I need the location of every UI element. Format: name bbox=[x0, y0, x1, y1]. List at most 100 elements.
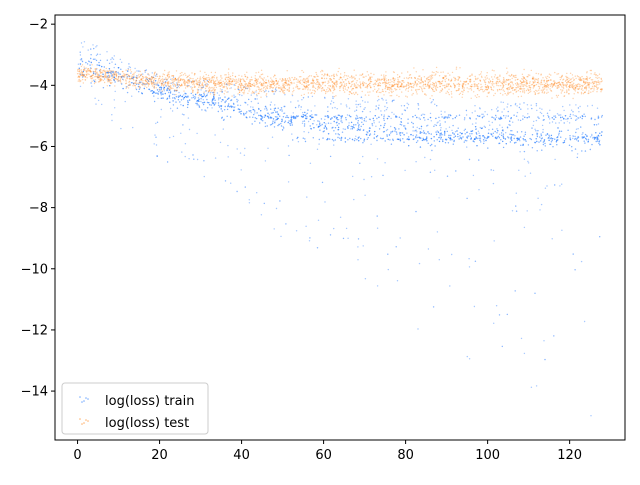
data-point bbox=[135, 77, 138, 79]
data-point bbox=[266, 115, 269, 118]
data-point bbox=[200, 98, 202, 100]
data-point bbox=[388, 84, 391, 86]
data-point bbox=[527, 113, 529, 115]
data-point bbox=[399, 134, 402, 137]
data-point bbox=[381, 97, 383, 100]
data-point bbox=[566, 83, 568, 86]
data-point bbox=[542, 141, 545, 143]
data-point bbox=[204, 84, 206, 86]
data-point bbox=[83, 66, 85, 68]
data-point bbox=[522, 138, 524, 140]
data-point bbox=[121, 61, 123, 63]
data-point bbox=[515, 115, 518, 117]
data-point bbox=[510, 117, 512, 119]
data-point bbox=[407, 71, 409, 73]
data-point bbox=[219, 90, 221, 93]
data-point bbox=[539, 111, 542, 114]
data-point bbox=[188, 128, 191, 131]
data-point bbox=[219, 141, 222, 144]
data-point bbox=[416, 116, 418, 119]
data-point bbox=[296, 137, 298, 140]
data-point bbox=[169, 107, 172, 110]
data-point bbox=[418, 78, 420, 81]
data-point bbox=[373, 120, 375, 122]
data-point bbox=[509, 124, 511, 126]
data-point bbox=[541, 91, 543, 94]
data-point bbox=[399, 133, 401, 135]
data-point bbox=[290, 121, 292, 123]
data-point bbox=[387, 268, 389, 271]
data-point bbox=[193, 84, 196, 86]
data-point bbox=[270, 77, 272, 79]
data-point bbox=[204, 95, 207, 98]
data-point bbox=[571, 146, 573, 148]
data-point bbox=[345, 119, 347, 121]
data-point bbox=[531, 107, 533, 110]
data-point bbox=[425, 133, 427, 135]
data-point bbox=[313, 120, 315, 122]
data-point bbox=[99, 69, 101, 72]
data-point bbox=[198, 100, 200, 103]
data-point bbox=[363, 140, 365, 142]
data-point bbox=[420, 82, 423, 84]
data-point bbox=[141, 92, 143, 95]
data-point bbox=[402, 138, 404, 140]
data-point bbox=[154, 80, 157, 82]
data-point bbox=[127, 84, 130, 86]
data-point bbox=[363, 138, 366, 140]
data-point bbox=[509, 133, 511, 135]
data-point bbox=[443, 117, 445, 120]
data-point bbox=[465, 109, 468, 112]
data-point bbox=[516, 111, 519, 114]
data-point bbox=[107, 81, 109, 83]
data-point bbox=[106, 59, 109, 61]
data-point bbox=[551, 84, 553, 86]
data-point bbox=[575, 84, 577, 86]
data-point bbox=[160, 94, 162, 96]
data-point bbox=[554, 115, 557, 117]
data-point bbox=[408, 76, 410, 79]
data-point bbox=[470, 97, 472, 100]
data-point bbox=[291, 133, 293, 135]
data-point bbox=[412, 134, 414, 137]
data-point bbox=[398, 128, 400, 130]
data-point bbox=[304, 138, 306, 140]
data-point bbox=[593, 124, 596, 126]
data-point bbox=[434, 145, 436, 147]
data-point bbox=[80, 58, 83, 60]
data-point bbox=[355, 109, 358, 111]
data-point bbox=[355, 103, 357, 106]
data-point bbox=[284, 105, 286, 108]
data-point bbox=[418, 262, 421, 265]
data-point bbox=[174, 98, 176, 100]
data-point bbox=[567, 118, 569, 120]
data-point bbox=[463, 141, 465, 143]
data-point bbox=[575, 139, 578, 141]
data-point bbox=[439, 123, 442, 125]
data-point bbox=[206, 98, 208, 101]
data-point bbox=[103, 69, 105, 71]
data-point bbox=[229, 116, 232, 118]
data-point bbox=[470, 138, 472, 140]
data-point bbox=[518, 106, 521, 109]
data-point bbox=[192, 94, 194, 97]
data-point bbox=[469, 117, 471, 119]
data-point bbox=[327, 115, 329, 117]
data-point bbox=[556, 144, 558, 146]
data-point bbox=[169, 136, 171, 139]
data-point bbox=[357, 238, 360, 240]
data-point bbox=[359, 105, 362, 108]
data-point bbox=[102, 87, 105, 89]
data-point bbox=[468, 358, 471, 360]
data-point bbox=[480, 127, 483, 130]
data-point bbox=[341, 115, 343, 117]
data-point bbox=[595, 124, 598, 126]
data-point bbox=[373, 137, 375, 139]
data-point bbox=[203, 92, 205, 95]
data-point bbox=[92, 44, 94, 46]
data-point bbox=[160, 116, 162, 118]
data-point bbox=[326, 128, 328, 130]
data-point bbox=[482, 135, 484, 137]
data-point bbox=[426, 125, 428, 127]
data-point bbox=[307, 78, 309, 80]
